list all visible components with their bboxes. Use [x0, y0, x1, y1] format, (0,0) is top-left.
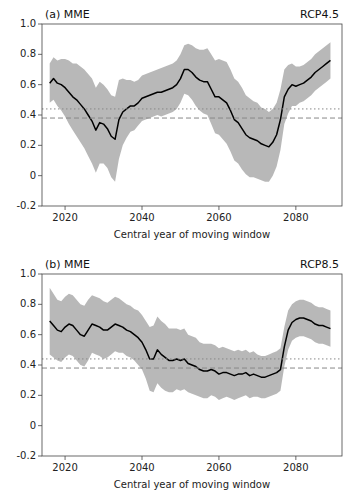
- frame: [42, 274, 342, 456]
- std-band: [50, 288, 331, 400]
- x-tick: [65, 456, 66, 460]
- y-tick-label: 0.6: [20, 329, 36, 340]
- x-tick: [295, 456, 296, 460]
- x-tick-label: 2020: [52, 212, 77, 223]
- y-tick-label: 0: [30, 420, 36, 431]
- y-tick-label: 1.0: [20, 268, 36, 279]
- mean-line: [50, 60, 331, 146]
- x-axis-label: Central year of moving window: [114, 479, 270, 490]
- x-tick-label: 2040: [129, 212, 154, 223]
- y-tick: [38, 206, 42, 207]
- x-tick-label: 2080: [283, 462, 308, 473]
- x-tick-label: 2020: [52, 462, 77, 473]
- y-tick-label: 0: [30, 170, 36, 181]
- x-tick: [142, 456, 143, 460]
- y-tick: [38, 395, 42, 396]
- y-tick: [38, 425, 42, 426]
- y-tick: [38, 456, 42, 457]
- y-tick: [38, 365, 42, 366]
- y-tick-label: 0.2: [20, 389, 36, 400]
- y-tick: [38, 334, 42, 335]
- x-axis-label: Central year of moving window: [114, 229, 270, 240]
- reference-line: [42, 358, 342, 359]
- x-tick-label: 2040: [129, 462, 154, 473]
- panel: -0.2 0 0.2 0.4 0.6 0.8 1.0 2020 2040 2060 2080 Cent…: [16, 258, 342, 490]
- x-tick: [142, 206, 143, 210]
- x-tick: [295, 206, 296, 210]
- plot-area: [42, 288, 342, 400]
- plot-area: [42, 42, 342, 182]
- y-tick-label: 0.4: [20, 359, 36, 370]
- x-tick-label: 2060: [206, 462, 231, 473]
- x-tick: [218, 206, 219, 210]
- y-tick-label: -0.2: [16, 450, 36, 461]
- y-tick-label: -0.2: [16, 200, 36, 211]
- figure: -0.2 0 0.2 0.4 0.6 0.8 1.0 2020 2040 2060 2080 Cent…: [0, 0, 354, 500]
- reference-line: [42, 108, 342, 109]
- y-tick-label: 0.6: [20, 79, 36, 90]
- scenario-label: RCP4.5: [300, 8, 339, 21]
- x-tick-label: 2080: [283, 212, 308, 223]
- std-band: [50, 42, 331, 182]
- scenario-label: RCP8.5: [300, 258, 339, 271]
- y-tick-label: 0.2: [20, 139, 36, 150]
- x-tick-label: 2060: [206, 212, 231, 223]
- y-tick-label: 0.8: [20, 298, 36, 309]
- x-tick: [218, 456, 219, 460]
- reference-line: [42, 118, 342, 119]
- y-tick: [38, 24, 42, 25]
- reference-line: [42, 368, 342, 369]
- y-tick: [38, 274, 42, 275]
- panel: -0.2 0 0.2 0.4 0.6 0.8 1.0 2020 2040 2060 2080 Cent…: [16, 8, 342, 240]
- y-tick: [38, 84, 42, 85]
- x-tick: [65, 206, 66, 210]
- y-tick: [38, 304, 42, 305]
- y-tick-label: 0.8: [20, 48, 36, 59]
- panel-title: (a) MME: [45, 8, 90, 21]
- y-tick: [38, 54, 42, 55]
- y-tick-label: 1.0: [20, 18, 36, 29]
- y-tick-label: 0.4: [20, 109, 36, 120]
- y-tick: [38, 145, 42, 146]
- panel-title: (b) MME: [45, 258, 90, 271]
- y-tick: [38, 175, 42, 176]
- y-tick: [38, 115, 42, 116]
- frame: [42, 24, 342, 206]
